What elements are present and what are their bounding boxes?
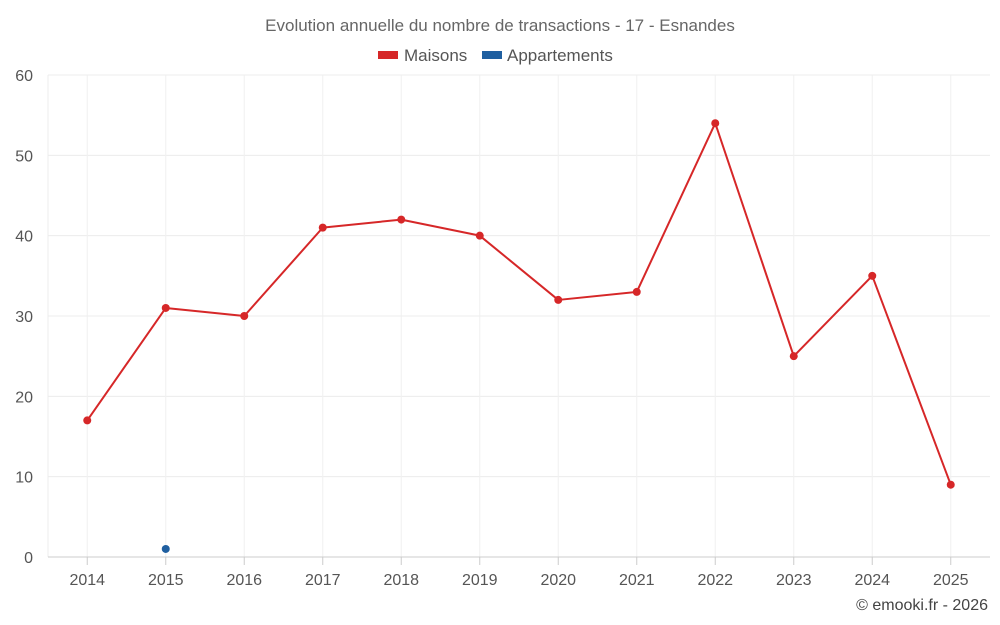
grid: [47, 74, 990, 557]
y-tick-label: 0: [24, 550, 33, 567]
axes: 0 10 20 30 40 50 60 2014 2015 2016 2017 2018 2019 202…: [15, 68, 990, 589]
data-point-maisons: [161, 303, 170, 312]
legend-label-appartements[interactable]: Appartements: [507, 46, 613, 65]
data-point-maisons: [318, 223, 327, 232]
data-point-maisons: [83, 416, 92, 425]
data-point-maisons: [946, 480, 955, 489]
chart-title: Evolution annuelle du nombre de transact…: [265, 16, 735, 35]
series-layer: [83, 119, 955, 553]
credit-text: © emooki.fr - 2026: [856, 597, 988, 614]
legend-swatch-maisons: [378, 51, 398, 59]
x-tick-label: 2025: [933, 572, 969, 589]
x-tick-label: 2014: [69, 572, 105, 589]
legend-swatch-appartements: [482, 51, 502, 59]
legend[interactable]: Maisons Appartements: [378, 46, 613, 65]
data-point-maisons: [475, 231, 484, 240]
y-tick-label: 40: [15, 229, 33, 246]
data-point-appartements: [161, 544, 170, 553]
x-tick-label: 2019: [462, 572, 498, 589]
x-tick-label: 2021: [619, 572, 655, 589]
y-tick-label: 30: [15, 309, 33, 326]
y-tick-label: 60: [15, 68, 33, 85]
data-point-maisons: [240, 312, 249, 320]
data-point-maisons: [397, 215, 406, 224]
data-point-maisons: [868, 271, 877, 280]
legend-label-maisons[interactable]: Maisons: [404, 46, 467, 65]
y-tick-label: 50: [15, 148, 33, 165]
data-point-maisons: [789, 352, 798, 361]
series-line-maisons: [86, 122, 952, 486]
data-point-maisons: [711, 119, 720, 128]
x-tick-label: 2023: [776, 572, 812, 589]
x-tick-label: 2018: [383, 572, 419, 589]
x-tick-label: 2022: [697, 572, 733, 589]
y-tick-label: 20: [15, 389, 33, 406]
x-tick-label: 2020: [540, 572, 576, 589]
x-tick-label: 2017: [305, 572, 341, 589]
x-tick-label: 2024: [854, 572, 890, 589]
y-tick-label: 10: [15, 470, 33, 487]
data-point-maisons: [632, 287, 641, 296]
data-point-maisons: [554, 295, 563, 304]
x-tick-label: 2015: [148, 572, 184, 589]
x-tick-label: 2016: [226, 572, 262, 589]
